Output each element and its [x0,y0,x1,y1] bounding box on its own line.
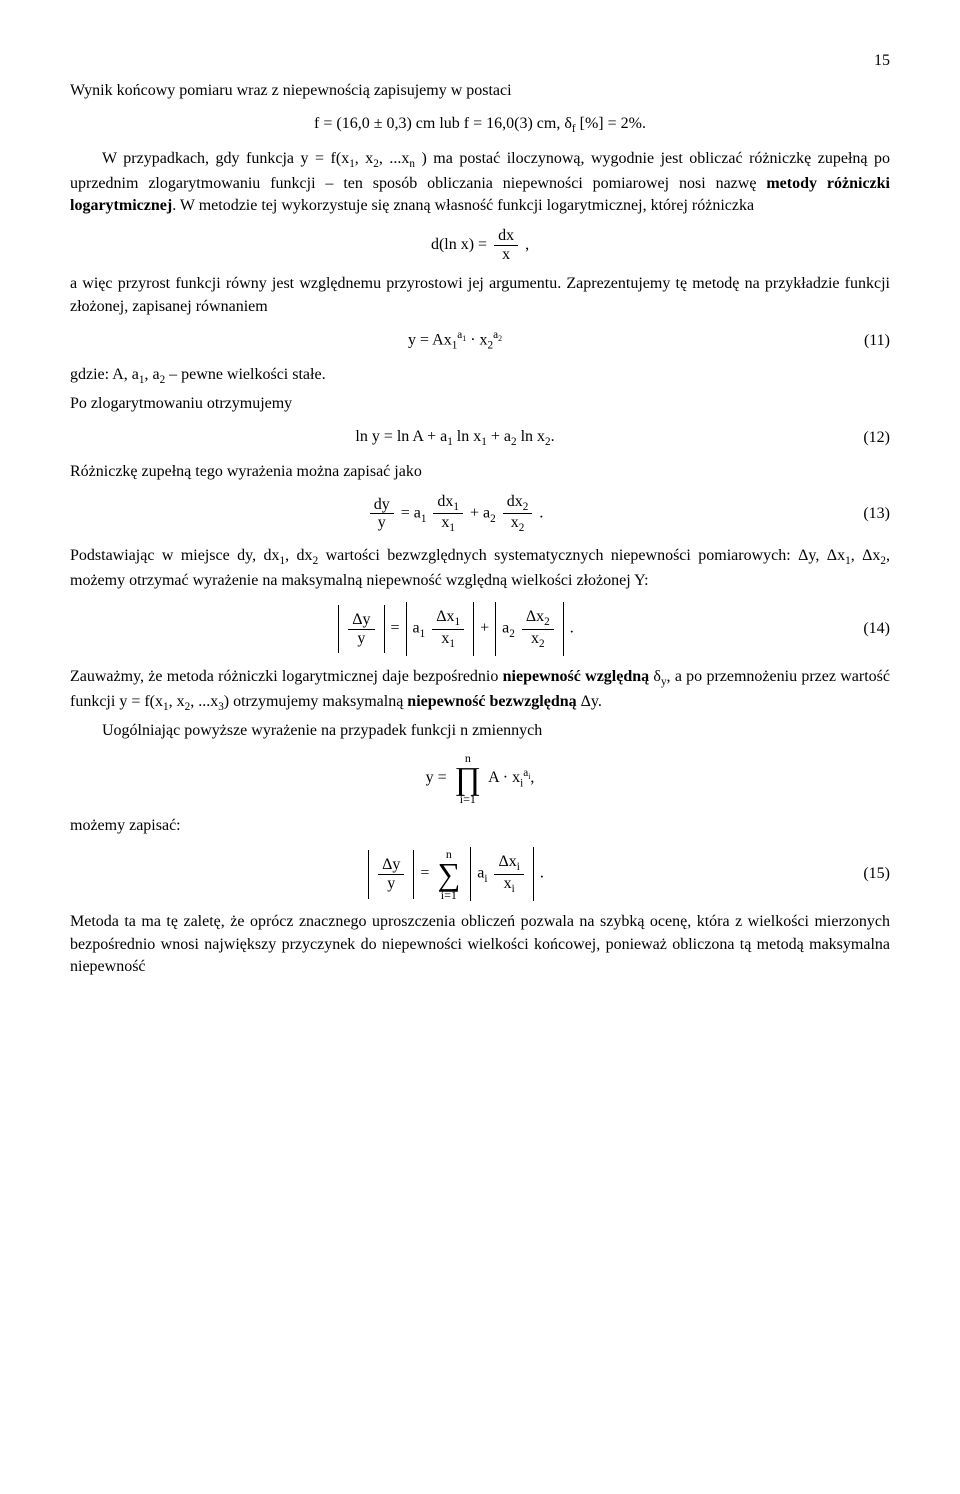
paragraph-5: Po zlogarytmowaniu otrzymujemy [70,393,890,415]
page-number: 15 [70,50,890,72]
paragraph-6: Różniczkę zupełną tego wyrażenia można z… [70,461,890,483]
paragraph-8: Zauważmy, że metoda różniczki logarytmic… [70,666,890,716]
paragraph-10: możemy zapisać: [70,815,890,837]
paragraph-4: gdzie: A, a1, a2 – pewne wielkości stałe… [70,364,890,389]
equation-result: f = (16,0 ± 0,3) cm lub f = 16,0(3) cm, … [70,113,890,138]
paragraph-3: a więc przyrost funkcji równy jest wzglę… [70,273,890,318]
equation-dlnx: d(ln x) = dxx , [70,227,890,263]
equation-11: y = Ax1a1 · x2a2 (11) [70,328,890,354]
equation-product: y = n∏i=1 A · xiai, [70,752,890,805]
paragraph-2: W przypadkach, gdy funkcja y = f(x1, x2,… [70,148,890,218]
equation-14: Δyy = a1 Δx1x1 + a2 Δx2x2 . (14) [70,602,890,656]
equation-13: dyy = a1 dx1x1 + a2 dx2x2 . (13) [70,493,890,535]
paragraph-7: Podstawiając w miejsce dy, dx1, dx2 wart… [70,545,890,592]
paragraph-9: Uogólniając powyższe wyrażenie na przypa… [70,720,890,742]
equation-12: ln y = ln A + a1 ln x1 + a2 ln x2. (12) [70,426,890,451]
equation-15: Δyy = n∑i=1 ai Δxixi . (15) [70,847,890,901]
paragraph-1: Wynik końcowy pomiaru wraz z niepewności… [70,80,890,102]
paragraph-11: Metoda ta ma tę zaletę, że oprócz znaczn… [70,911,890,978]
